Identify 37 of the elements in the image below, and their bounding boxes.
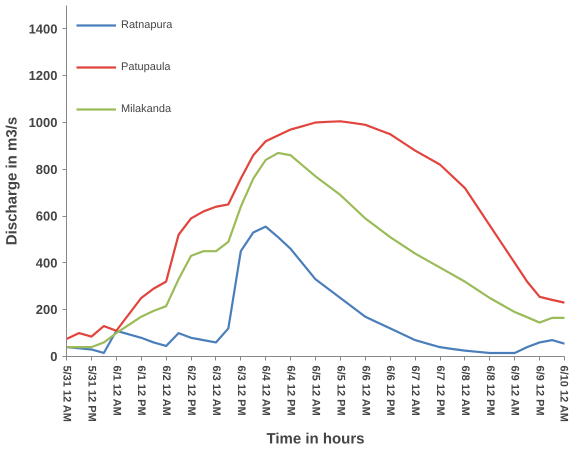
line-series [66, 226, 564, 354]
x-tick-label: 6/8 12 AM [458, 366, 471, 416]
x-tick-label: 6/5 12 AM [310, 366, 322, 416]
legend-label: Ratnapura [121, 19, 172, 31]
x-tick-label: 6/1 12 PM [135, 366, 148, 416]
line-series [66, 120, 564, 340]
x-tick-label: 5/31 12 PM [85, 366, 98, 422]
x-tick-label: 6/10 12 AM [558, 366, 569, 422]
x-tick-label: 6/1 12 AM [110, 366, 122, 416]
legend-label: Patupaula [121, 61, 171, 73]
y-tick-label: 1000 [28, 115, 58, 130]
y-tick-label: 600 [36, 208, 58, 224]
x-tick-label: 6/9 12 AM [508, 366, 521, 416]
y-tick-label: 1400 [28, 21, 58, 36]
x-tick-label: 6/4 12 PM [284, 366, 297, 416]
x-tick-label: 6/9 12 PM [534, 366, 546, 416]
x-axis-title: Time in hours [266, 430, 365, 448]
line-series [66, 152, 564, 348]
x-tick-label: 6/6 12 AM [359, 366, 372, 416]
x-tick-label: 6/3 12 PM [234, 366, 247, 416]
x-tick-label: 6/6 12 PM [384, 366, 396, 416]
x-tick-label: 6/2 12 AM [160, 366, 172, 416]
y-tick-label: 400 [36, 255, 58, 270]
x-tick-label: 6/8 12 PM [484, 366, 496, 416]
x-tick-label: 6/7 12 PM [434, 366, 446, 416]
y-tick-label: 200 [36, 302, 58, 318]
x-tick-label: 6/4 12 AM [260, 366, 272, 416]
y-tick-label: 0 [50, 349, 58, 364]
x-tick-label: 6/2 12 PM [185, 366, 197, 416]
legend-label: Milakanda [121, 103, 172, 115]
x-tick-label: 5/31 12 AM [60, 366, 72, 422]
y-axis-title: Discharge in m3/s [4, 116, 21, 246]
x-tick-label: 6/3 12 AM [210, 366, 222, 416]
x-tick-label: 6/7 12 AM [409, 366, 422, 416]
y-tick-label: 800 [36, 162, 58, 177]
x-tick-label: 6/5 12 PM [334, 366, 346, 416]
y-tick-label: 1200 [28, 68, 58, 84]
